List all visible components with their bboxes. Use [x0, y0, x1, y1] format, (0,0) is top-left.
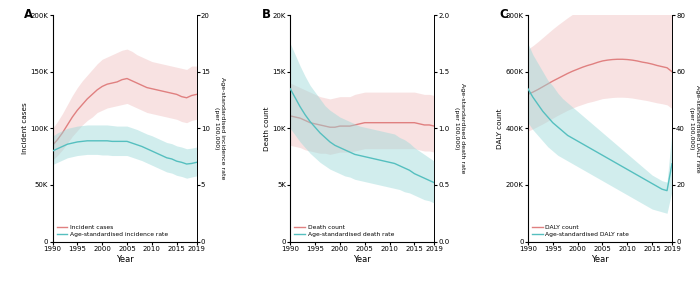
Y-axis label: DALY count: DALY count	[497, 108, 503, 149]
Legend: Incident cases, Age-standardised incidence rate: Incident cases, Age-standardised inciden…	[55, 224, 169, 239]
Y-axis label: Death count: Death count	[264, 106, 270, 151]
Text: C: C	[499, 8, 508, 21]
Legend: Death count, Age-standardised death rate: Death count, Age-standardised death rate	[293, 224, 395, 239]
X-axis label: Year: Year	[591, 255, 609, 264]
X-axis label: Year: Year	[354, 255, 371, 264]
Legend: DALY count, Age-standardised DALY rate: DALY count, Age-standardised DALY rate	[531, 224, 630, 239]
Y-axis label: Age-standardised incidence rate
(per 100,000): Age-standardised incidence rate (per 100…	[214, 77, 225, 179]
Text: B: B	[261, 8, 270, 21]
Y-axis label: Age-standardised death rate
(per 100,000): Age-standardised death rate (per 100,000…	[454, 83, 465, 174]
Y-axis label: Age-standardised DALY rate
(per 100,000): Age-standardised DALY rate (per 100,000)	[690, 85, 700, 172]
Text: A: A	[24, 8, 33, 21]
X-axis label: Year: Year	[116, 255, 134, 264]
Y-axis label: Incident cases: Incident cases	[22, 102, 27, 154]
